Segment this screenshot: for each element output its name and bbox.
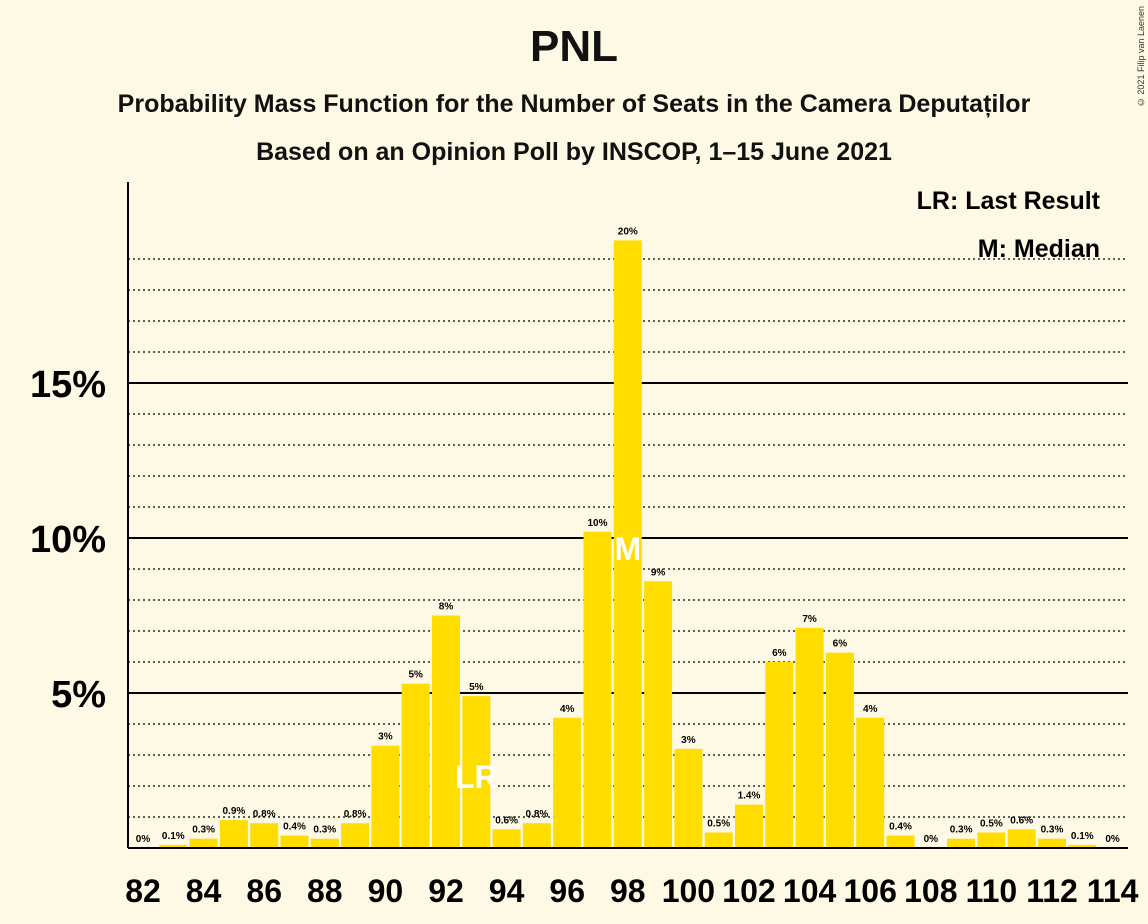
legend-last-result: LR: Last Result — [917, 187, 1101, 215]
bar-value-label: 9% — [651, 567, 666, 578]
bar-seat-113 — [1068, 844, 1097, 848]
x-tick-label: 108 — [904, 873, 957, 909]
bar-value-label: 0.4% — [283, 822, 306, 833]
bar-value-label: 0.5% — [980, 819, 1003, 830]
x-tick-label: 104 — [783, 873, 837, 909]
x-tick-label: 112 — [1026, 873, 1078, 909]
bar-seat-94 — [492, 829, 521, 848]
x-tick-label: 94 — [489, 873, 525, 909]
x-axis-labels: 82 84 86 88 90 92 94 96 98 100 102 104 106 108 110 112 1… — [125, 873, 1138, 909]
bar-value-label: 6% — [772, 648, 787, 659]
chart-subtitle: Probability Mass Function for the Number… — [117, 90, 1031, 118]
x-tick-label: 100 — [662, 873, 715, 909]
bar-value-label: 0.3% — [313, 825, 336, 836]
bar-seat-88 — [310, 838, 339, 848]
bar-seat-112 — [1038, 838, 1066, 848]
y-axis-labels: 5% 10% 15% — [30, 364, 106, 716]
x-tick-label: 86 — [246, 873, 282, 909]
bar-seat-95 — [522, 823, 551, 848]
x-tick-label: 106 — [844, 873, 897, 909]
bar-seat-91 — [401, 683, 430, 848]
bar-seat-102 — [735, 804, 763, 848]
x-tick-label: 114 — [1087, 873, 1139, 909]
bar-seat-93 — [462, 696, 491, 848]
bar-seat-100 — [674, 748, 703, 848]
bar-value-label: 0.1% — [162, 831, 185, 842]
bar-value-label: 0.5% — [707, 819, 730, 830]
bar-seat-92 — [432, 615, 460, 848]
y-tick-label: 15% — [30, 364, 106, 406]
bar-value-label: 20% — [618, 226, 638, 237]
x-tick-label: 90 — [368, 873, 404, 909]
bar-value-label: 6% — [833, 639, 848, 650]
chart-title: PNL — [530, 22, 618, 71]
last-result-marker: LR — [455, 759, 498, 795]
bar-value-label: 5% — [469, 682, 484, 693]
x-tick-label: 82 — [125, 873, 161, 909]
bar-value-label: 0% — [136, 834, 151, 845]
bar-seat-110 — [977, 832, 1006, 848]
bar-value-label: 5% — [408, 670, 423, 681]
bar-value-label: 0% — [924, 834, 939, 845]
bar-value-label: 0.6% — [1010, 815, 1033, 826]
bar-seat-98 — [613, 240, 642, 848]
x-tick-label: 84 — [186, 873, 222, 909]
bar-value-label: 0.8% — [253, 809, 276, 820]
bar-value-label: 8% — [439, 602, 454, 613]
bar-seat-109 — [947, 838, 976, 848]
bar-seat-97 — [583, 531, 612, 848]
bar-seat-85 — [219, 820, 248, 848]
bar-seat-107 — [886, 835, 915, 848]
bar-seat-86 — [250, 823, 279, 848]
x-tick-label: 110 — [966, 873, 1018, 909]
bar-seat-105 — [825, 652, 854, 848]
bar-value-label: 0.3% — [192, 825, 215, 836]
bar-seat-99 — [644, 581, 673, 848]
x-tick-label: 96 — [549, 873, 585, 909]
bar-value-label: 0.1% — [1071, 831, 1094, 842]
bar-value-label: 7% — [802, 614, 817, 625]
bar-value-label: 4% — [863, 704, 878, 715]
bar-value-label: 0.6% — [495, 815, 518, 826]
bar-value-label: 0.8% — [526, 809, 549, 820]
bar-value-label: 1.4% — [738, 791, 761, 802]
bar-value-label: 0.4% — [889, 822, 912, 833]
bar-value-label: 0.9% — [223, 806, 246, 817]
legend-median: M: Median — [978, 235, 1100, 263]
bar-seat-101 — [704, 832, 733, 848]
x-tick-label: 102 — [722, 873, 775, 909]
bar-seat-90 — [371, 745, 400, 848]
bar-seat-103 — [765, 662, 794, 848]
x-tick-label: 88 — [307, 873, 343, 909]
bar-value-label: 0% — [1105, 834, 1120, 845]
bars: 0% 0.1% 0.3% 0.9% 0.8% 0.4% 0.3% 0.8% 3% 5% 8% 5% 0.… — [136, 226, 1120, 848]
bar-value-label: 0.3% — [950, 825, 973, 836]
bar-seat-111 — [1007, 829, 1036, 848]
bar-seat-89 — [341, 823, 370, 848]
bar-seat-87 — [280, 835, 309, 848]
chart-subtitle-source: Based on an Opinion Poll by INSCOP, 1–15… — [256, 138, 892, 166]
x-tick-label: 98 — [610, 873, 646, 909]
bar-seat-106 — [856, 717, 885, 848]
bar-value-label: 0.8% — [344, 809, 367, 820]
bar-seat-96 — [553, 717, 582, 848]
bar-seat-84 — [189, 838, 218, 848]
y-tick-label: 5% — [51, 674, 106, 716]
bar-value-label: 3% — [681, 735, 696, 746]
bar-value-label: 3% — [378, 732, 393, 743]
x-tick-label: 92 — [428, 873, 464, 909]
bar-seat-83 — [159, 844, 188, 848]
bar-seat-104 — [795, 627, 824, 848]
bar-value-label: 10% — [587, 518, 607, 529]
bar-value-label: 4% — [560, 704, 575, 715]
bar-value-label: 0.3% — [1041, 825, 1064, 836]
y-tick-label: 10% — [30, 519, 106, 561]
median-marker: M — [614, 531, 641, 567]
